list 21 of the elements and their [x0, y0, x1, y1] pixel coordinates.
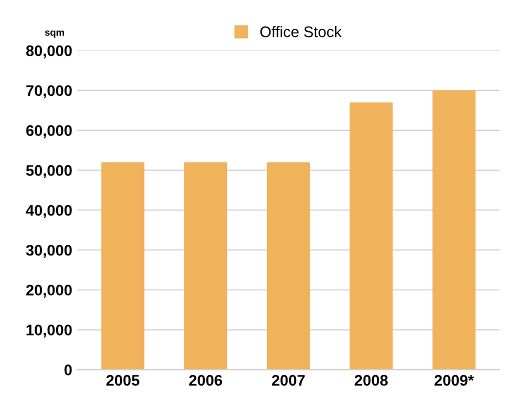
y-tick-label: 0: [64, 364, 72, 376]
bar: [184, 162, 228, 370]
y-tick-label: 40,000: [26, 204, 72, 218]
x-tick-label: 2005: [106, 374, 140, 386]
y-tick-label: 50,000: [26, 165, 72, 178]
x-tick-label: 2006: [189, 374, 222, 386]
y-tick-label: 80,000: [26, 45, 72, 58]
x-tick-label: 2007: [272, 374, 305, 386]
y-tick-label: 10,000: [26, 324, 72, 338]
y-axis-title: sqm: [44, 30, 64, 38]
bar: [101, 162, 144, 370]
y-tick-label: 60,000: [26, 125, 72, 138]
x-tick-label: 2008: [354, 374, 388, 386]
y-tick-label: 30,000: [26, 244, 72, 258]
bar: [350, 102, 393, 370]
y-tick-label: 70,000: [26, 85, 72, 98]
legend-label: Office Stock: [260, 26, 342, 38]
bar: [266, 162, 310, 370]
bar: [432, 90, 476, 370]
y-tick-label: 20,000: [26, 284, 72, 298]
x-tick-label: 2009*: [434, 374, 474, 386]
